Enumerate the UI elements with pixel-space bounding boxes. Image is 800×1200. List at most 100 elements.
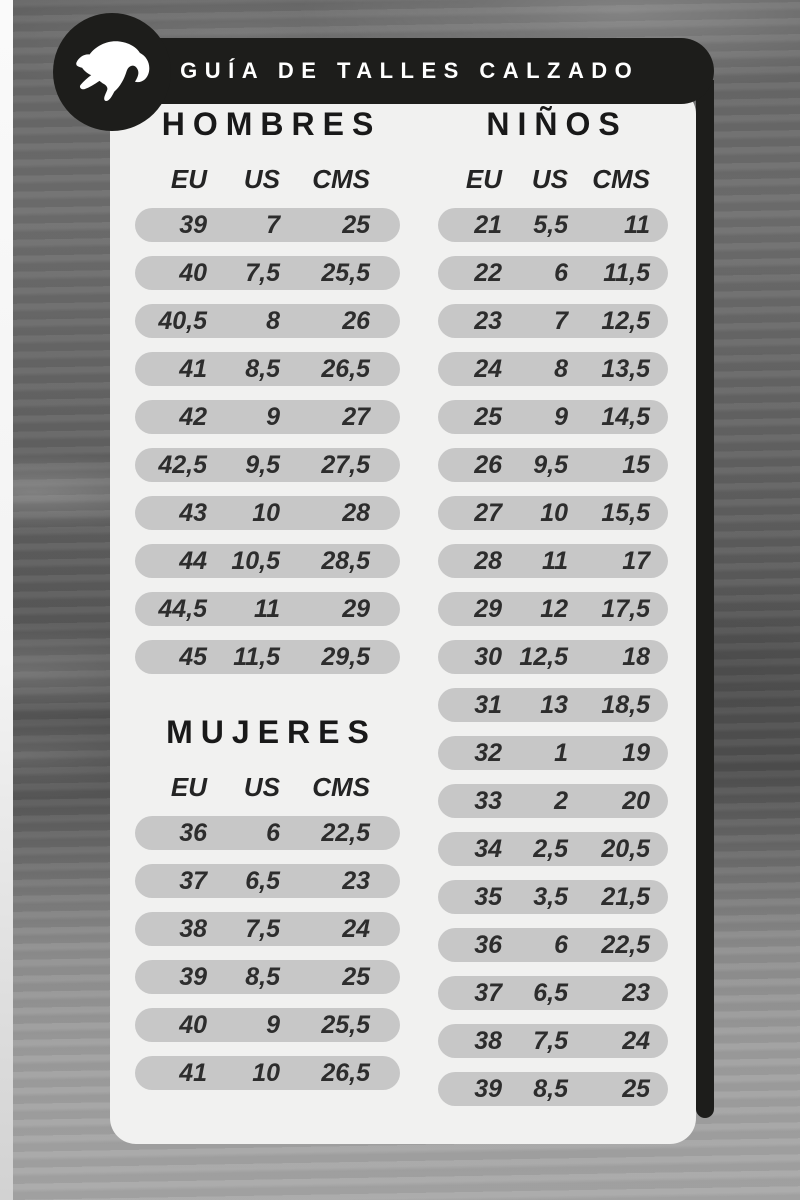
size-cell: 11 (542, 547, 568, 575)
size-cell: 20,5 (601, 835, 650, 863)
size-row: 37 6,5 23 (438, 976, 668, 1010)
column-header-cms: CMS (312, 772, 370, 802)
size-row: 39 8,5 25 (135, 960, 400, 994)
size-row: 32 1 19 (438, 736, 668, 770)
size-row: 33 2 20 (438, 784, 668, 818)
size-cell: 21 (474, 211, 502, 239)
size-cell: 22,5 (321, 819, 370, 847)
size-cell: 12,5 (519, 643, 568, 671)
size-cell: 26,5 (321, 1059, 370, 1087)
size-cell: 9 (266, 1011, 280, 1039)
size-cell: 36 (179, 819, 207, 847)
size-row: 34 2,5 20,5 (438, 832, 668, 866)
size-cell: 24 (474, 355, 502, 383)
size-cell: 6 (266, 819, 280, 847)
size-cell: 29,5 (321, 643, 370, 671)
size-row: 25 9 14,5 (438, 400, 668, 434)
size-cell: 41 (179, 355, 207, 383)
size-cell: 44 (179, 547, 207, 575)
size-cell: 29 (474, 595, 502, 623)
size-cell: 37 (474, 979, 502, 1007)
size-cell: 42 (179, 403, 207, 431)
size-cell: 9 (266, 403, 280, 431)
size-cell: 40 (179, 1011, 207, 1039)
size-cell: 12,5 (601, 307, 650, 335)
size-cell: 26,5 (321, 355, 370, 383)
size-cell: 31 (474, 691, 502, 719)
size-cell: 9 (554, 403, 568, 431)
size-row: 42 9 27 (135, 400, 400, 434)
page-title: GUÍA DE TALLES CALZADO (180, 58, 640, 83)
size-cell: 17 (622, 547, 650, 575)
size-row: 30 12,5 18 (438, 640, 668, 674)
table-title-mujeres: MUJERES (166, 714, 377, 750)
size-cell: 24 (342, 915, 370, 943)
size-cell: 37 (179, 867, 207, 895)
size-cell: 25 (622, 1075, 650, 1103)
size-cell: 6,5 (245, 867, 280, 895)
size-row: 40 7,5 25,5 (135, 256, 400, 290)
puma-cat-icon (76, 41, 150, 101)
size-row: 45 11,5 29,5 (135, 640, 400, 674)
table-hombres: HOMBRES EU US CMS 39 7 25 40 7,5 25,5 40,5 8 26 41 8… (135, 104, 400, 674)
size-row: 38 7,5 24 (438, 1024, 668, 1058)
size-cell: 27 (474, 499, 502, 527)
size-row: 26 9,5 15 (438, 448, 668, 482)
size-row: 24 8 13,5 (438, 352, 668, 386)
size-row: 38 7,5 24 (135, 912, 400, 946)
column-header-eu: EU (170, 772, 207, 802)
table-header-row: EU US CMS (135, 165, 400, 194)
size-cell: 23 (622, 979, 650, 1007)
size-row: 40 9 25,5 (135, 1008, 400, 1042)
size-cell: 8,5 (245, 355, 280, 383)
size-cell: 36 (474, 931, 502, 959)
size-row: 41 8,5 26,5 (135, 352, 400, 386)
size-cell: 13,5 (601, 355, 650, 383)
size-cell: 9,5 (533, 451, 568, 479)
size-row: 27 10 15,5 (438, 496, 668, 530)
header-pill: GUÍA DE TALLES CALZADO (98, 38, 714, 104)
table-mujeres: MUJERES EU US CMS 36 6 22,5 37 6,5 23 38 7,5 24 39 8… (135, 712, 400, 1090)
size-cell: 27,5 (321, 451, 370, 479)
size-cell: 19 (622, 739, 650, 767)
size-cell: 23 (474, 307, 502, 335)
table-header-row: EU US CMS (135, 773, 400, 802)
size-cell: 15 (622, 451, 650, 479)
column-header-eu: EU (465, 164, 502, 194)
size-cell: 25,5 (321, 259, 370, 287)
size-cell: 44,5 (158, 595, 207, 623)
card-black-edge (696, 80, 714, 1118)
size-cell: 11,5 (233, 643, 280, 671)
size-cell: 6 (554, 259, 568, 287)
size-cell: 24 (622, 1027, 650, 1055)
size-cell: 22,5 (601, 931, 650, 959)
table-ninos: NIÑOS EU US CMS 21 5,5 11 22 6 11,5 23 7 12,5 24 8 13… (438, 104, 668, 1106)
size-row: 43 10 28 (135, 496, 400, 530)
size-cell: 40,5 (158, 307, 207, 335)
size-row: 44 10,5 28,5 (135, 544, 400, 578)
size-cell: 10,5 (231, 547, 280, 575)
size-cell: 5,5 (533, 211, 568, 239)
size-cell: 39 (179, 211, 207, 239)
size-row: 42,5 9,5 27,5 (135, 448, 400, 482)
size-cell: 23 (342, 867, 370, 895)
size-cell: 1 (554, 739, 568, 767)
size-cell: 25 (342, 211, 370, 239)
column-header-eu: EU (170, 164, 207, 194)
size-row: 31 13 18,5 (438, 688, 668, 722)
size-cell: 29 (342, 595, 370, 623)
size-row: 36 6 22,5 (438, 928, 668, 962)
size-row: 23 7 12,5 (438, 304, 668, 338)
size-cell: 2 (554, 787, 568, 815)
size-row: 35 3,5 21,5 (438, 880, 668, 914)
column-header-us: US (243, 164, 280, 194)
size-row: 40,5 8 26 (135, 304, 400, 338)
size-cell: 28,5 (321, 547, 370, 575)
size-cell: 6 (554, 931, 568, 959)
size-cell: 35 (474, 883, 502, 911)
size-cell: 7 (554, 307, 568, 335)
table-rows: 36 6 22,5 37 6,5 23 38 7,5 24 39 8,5 25 40 9 25,5 41 10 2… (135, 816, 400, 1090)
column-header-cms: CMS (592, 164, 650, 194)
size-cell: 43 (179, 499, 207, 527)
size-cell: 6,5 (533, 979, 568, 1007)
